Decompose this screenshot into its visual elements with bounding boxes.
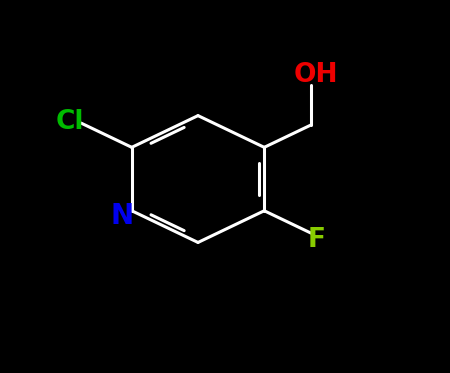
Text: Cl: Cl (56, 109, 84, 135)
Text: N: N (110, 202, 133, 231)
Text: OH: OH (293, 62, 338, 88)
Text: F: F (307, 227, 325, 253)
